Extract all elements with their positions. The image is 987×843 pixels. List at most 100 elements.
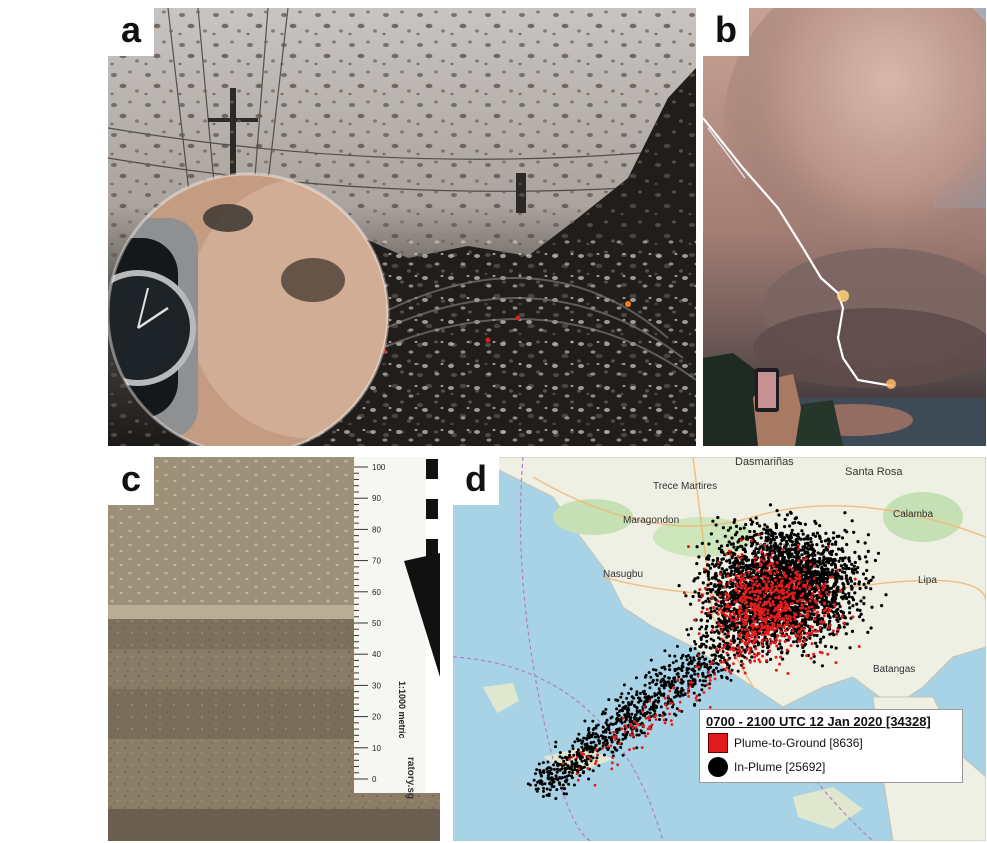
- strike-point: [786, 574, 790, 578]
- ruler-tick-label: 10: [372, 744, 381, 753]
- strike-point: [757, 547, 761, 551]
- strike-point: [681, 653, 685, 657]
- strike-point: [649, 658, 653, 662]
- strike-point: [708, 613, 712, 617]
- strike-point: [802, 577, 806, 581]
- strike-point: [567, 757, 571, 761]
- strike-point: [830, 542, 834, 546]
- strike-point: [715, 650, 719, 653]
- strike-point: [733, 613, 737, 617]
- strike-point: [730, 600, 734, 603]
- strike-point: [728, 615, 732, 619]
- strike-point: [720, 637, 724, 641]
- strike-point: [802, 619, 806, 623]
- strike-point: [754, 547, 758, 551]
- strike-point: [709, 582, 713, 586]
- strike-point: [662, 679, 666, 683]
- strike-point: [595, 756, 599, 760]
- strike-point: [825, 580, 829, 584]
- strike-point: [795, 620, 799, 624]
- strike-point: [740, 627, 744, 631]
- strike-point: [717, 591, 721, 595]
- strike-point: [697, 693, 701, 697]
- strike-point: [740, 553, 744, 557]
- strike-point: [611, 750, 615, 754]
- strike-point: [708, 660, 712, 664]
- strike-point: [676, 686, 679, 690]
- panel-label-d: d: [453, 457, 499, 505]
- strike-point: [673, 712, 676, 716]
- strike-point: [764, 624, 768, 628]
- strike-point: [768, 602, 772, 606]
- strike-point: [810, 605, 814, 609]
- strike-point: [633, 720, 636, 723]
- strike-point: [837, 547, 841, 551]
- strike-point: [769, 614, 773, 617]
- strike-point: [757, 658, 761, 662]
- strike-point: [782, 619, 786, 623]
- strike-point: [776, 647, 780, 651]
- strike-point: [764, 566, 768, 570]
- strike-point: [730, 618, 734, 622]
- strike-point: [763, 543, 767, 547]
- strike-point: [795, 586, 799, 589]
- strike-point: [654, 718, 658, 721]
- strike-point: [800, 548, 804, 552]
- strike-point: [652, 668, 655, 672]
- strike-point: [804, 623, 808, 627]
- strike-point: [576, 778, 580, 782]
- strike-point: [718, 581, 722, 585]
- strike-point: [848, 646, 852, 650]
- strike-point: [603, 739, 607, 743]
- strike-point: [848, 559, 852, 563]
- strike-point: [734, 611, 738, 615]
- strike-point: [817, 577, 821, 581]
- strike-point: [744, 622, 748, 625]
- strike-point: [781, 548, 785, 552]
- strike-point: [742, 620, 745, 624]
- strike-point: [830, 598, 834, 602]
- strike-point: [806, 579, 809, 583]
- strike-point: [822, 614, 826, 618]
- strike-point: [763, 635, 767, 639]
- strike-point: [777, 621, 781, 625]
- strike-point: [806, 610, 810, 614]
- strike-point: [836, 585, 840, 589]
- strike-point: [612, 730, 615, 734]
- strike-point: [720, 557, 724, 561]
- strike-point: [797, 555, 801, 559]
- strike-point: [567, 782, 571, 786]
- strike-point: [618, 709, 622, 713]
- strike-point: [780, 584, 784, 588]
- strike-point: [535, 768, 539, 772]
- strike-point: [773, 578, 777, 582]
- strike-point: [754, 516, 758, 520]
- strike-point: [750, 539, 754, 543]
- strike-point: [811, 629, 815, 633]
- strike-point: [766, 616, 770, 619]
- ruler-tick-label: 20: [372, 713, 381, 722]
- strike-point: [780, 579, 784, 583]
- strike-point: [718, 648, 721, 652]
- strike-point: [653, 709, 657, 713]
- strike-point: [557, 768, 561, 772]
- strike-point: [703, 684, 707, 688]
- strike-point: [561, 783, 565, 787]
- strike-point: [771, 561, 775, 565]
- strike-point: [838, 604, 842, 609]
- strike-point: [729, 609, 733, 613]
- strike-point: [728, 561, 732, 565]
- strike-point: [701, 634, 705, 638]
- strike-point: [762, 594, 766, 598]
- ruler-brand-label: ratory.sg: [405, 757, 416, 799]
- place-label: Santa Rosa: [845, 466, 903, 478]
- strike-point: [739, 556, 743, 560]
- strike-point: [791, 594, 795, 598]
- strike-point: [601, 710, 605, 714]
- strike-point: [873, 558, 877, 563]
- strike-point: [616, 698, 620, 702]
- strike-point: [587, 745, 591, 749]
- strike-point: [767, 632, 770, 636]
- strike-point: [619, 695, 623, 699]
- strike-point: [844, 576, 848, 580]
